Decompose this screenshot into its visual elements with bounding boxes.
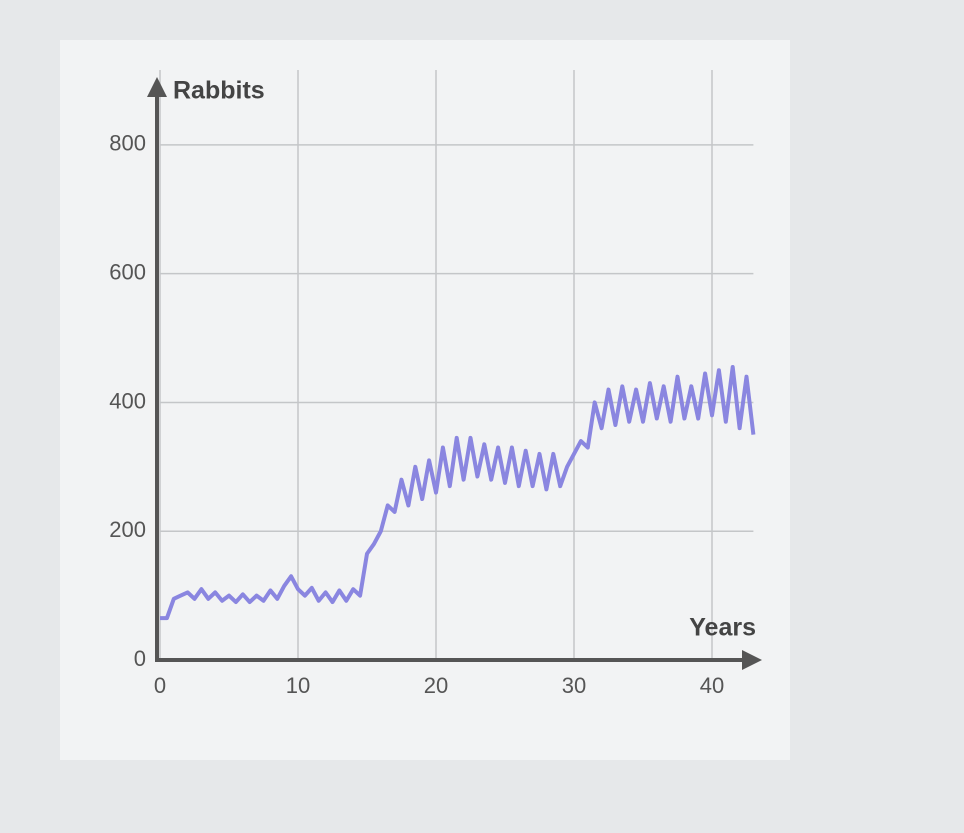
y-tick-label: 800 [109, 131, 146, 156]
y-tick-label: 200 [109, 517, 146, 542]
x-tick-label: 30 [562, 673, 586, 698]
data-line [160, 365, 756, 621]
x-tick-label: 0 [154, 673, 166, 698]
y-axis-title: Rabbits [173, 77, 265, 105]
lines [160, 365, 756, 621]
tick-labels: 0 200 400 600 800 0 10 20 30 40 [109, 131, 724, 698]
x-axis-title: Years [689, 614, 756, 642]
grid [159, 70, 754, 661]
y-tick-label: 0 [134, 646, 146, 671]
y-axis-arrow [147, 77, 167, 97]
x-tick-label: 20 [424, 673, 448, 698]
x-axis-arrow [742, 650, 762, 670]
y-tick-label: 600 [109, 259, 146, 284]
y-tick-label: 400 [109, 388, 146, 413]
x-tick-label: 40 [700, 673, 724, 698]
x-tick-label: 10 [286, 673, 310, 698]
